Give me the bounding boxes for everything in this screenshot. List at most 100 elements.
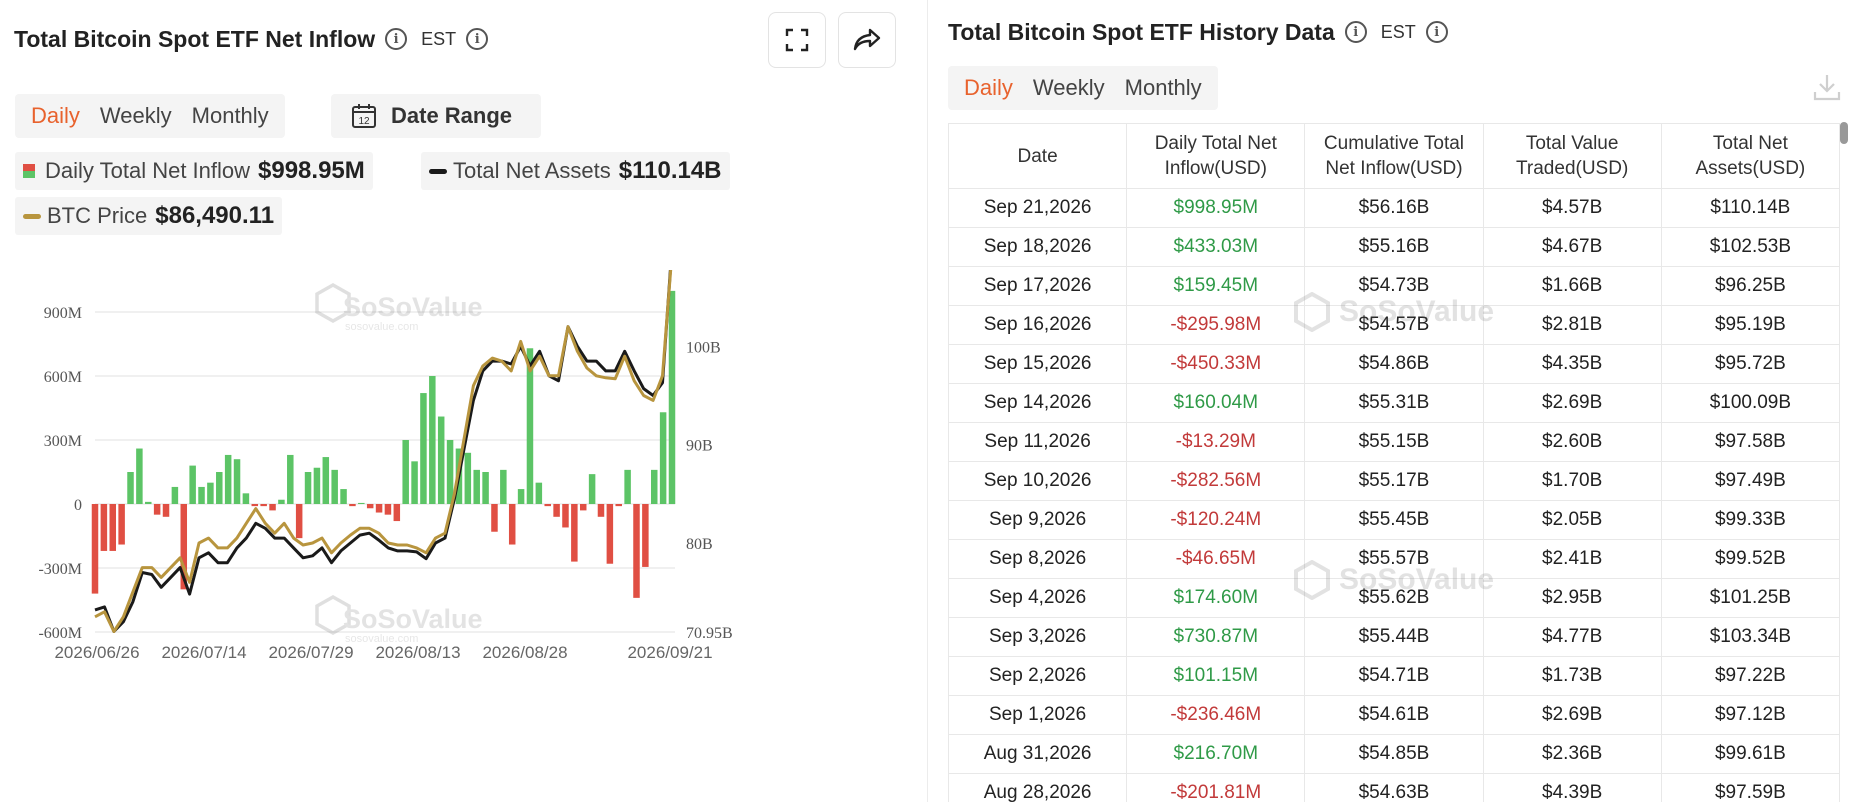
table-row[interactable]: Sep 11,2026 -$13.29M $55.15B $2.60B $97.58B bbox=[947, 422, 1841, 462]
inflow-bar[interactable] bbox=[446, 440, 454, 504]
date-range-button[interactable]: 12 Date Range bbox=[331, 94, 541, 138]
table-row[interactable]: Sep 14,2026 $160.04M $55.31B $2.69B $100.09B bbox=[947, 383, 1841, 423]
inflow-bar[interactable] bbox=[162, 504, 170, 517]
inflow-bar[interactable] bbox=[615, 504, 622, 507]
timezone-info-icon[interactable]: i bbox=[466, 28, 489, 50]
inflow-bar[interactable] bbox=[145, 501, 152, 504]
inflow-bar[interactable] bbox=[198, 486, 205, 504]
history-info-icon[interactable]: i bbox=[1344, 21, 1367, 43]
inflow-bar[interactable] bbox=[366, 504, 374, 509]
inflow-bar[interactable] bbox=[233, 459, 241, 504]
table-row[interactable]: Sep 4,2026 $174.60M $55.62B $2.95B $101.25B bbox=[947, 578, 1841, 618]
inflow-bar[interactable] bbox=[393, 504, 401, 522]
table-scrollbar[interactable] bbox=[1840, 122, 1848, 144]
table-row[interactable]: Aug 31,2026 $216.70M $54.85B $2.36B $99.61B bbox=[947, 734, 1841, 774]
table-row[interactable]: Sep 15,2026 -$450.33M $54.86B $4.35B $95.72B bbox=[947, 344, 1841, 384]
inflow-bar[interactable] bbox=[216, 472, 223, 504]
table-row[interactable]: Sep 18,2026 $433.03M $55.16B $4.67B $102.53B bbox=[947, 227, 1841, 267]
col-cumulative-inflow[interactable]: Cumulative Total Net Inflow(USD) bbox=[1304, 123, 1484, 189]
inflow-bar[interactable] bbox=[402, 440, 409, 504]
inflow-bar[interactable] bbox=[562, 504, 569, 528]
inflow-bar[interactable] bbox=[579, 504, 587, 511]
inflow-bar[interactable] bbox=[295, 504, 303, 539]
inflow-bar[interactable] bbox=[464, 452, 472, 504]
tab-monthly[interactable]: Monthly bbox=[191, 103, 269, 128]
inflow-bar[interactable] bbox=[153, 504, 161, 515]
tab-weekly[interactable]: Weekly bbox=[99, 103, 172, 128]
history-tab-daily[interactable]: Daily bbox=[964, 75, 1013, 100]
inflow-bar[interactable] bbox=[207, 482, 214, 504]
history-tab-weekly[interactable]: Weekly bbox=[1032, 75, 1105, 100]
inflow-bar[interactable] bbox=[571, 504, 578, 562]
share-button[interactable] bbox=[838, 12, 896, 68]
table-row[interactable]: Sep 16,2026 -$295.98M $54.57B $2.81B $95.19B bbox=[947, 305, 1841, 345]
legend-inflow[interactable]: Daily Total Net Inflow $998.95M bbox=[15, 152, 373, 190]
inflow-bar[interactable] bbox=[642, 504, 649, 567]
inflow-bar[interactable] bbox=[535, 482, 543, 504]
inflow-bar[interactable] bbox=[358, 502, 365, 504]
inflow-bar[interactable] bbox=[482, 472, 489, 504]
inflow-bar[interactable] bbox=[313, 467, 321, 504]
inflow-bar[interactable] bbox=[109, 504, 117, 551]
table-row[interactable]: Sep 17,2026 $159.45M $54.73B $1.66B $96.25B bbox=[947, 266, 1841, 306]
inflow-bar[interactable] bbox=[127, 472, 134, 504]
inflow-bar[interactable] bbox=[429, 376, 436, 504]
table-row[interactable]: Sep 8,2026 -$46.65M $55.57B $2.41B $99.52B bbox=[947, 539, 1841, 579]
download-button[interactable] bbox=[1812, 72, 1842, 107]
col-net-assets[interactable]: Total Net Assets(USD) bbox=[1660, 123, 1841, 189]
table-row[interactable]: Sep 3,2026 $730.87M $55.44B $4.77B $103.34B bbox=[947, 617, 1841, 657]
legend-assets[interactable]: Total Net Assets $110.14B bbox=[421, 152, 730, 190]
inflow-bar[interactable] bbox=[136, 448, 143, 504]
inflow-bar[interactable] bbox=[597, 504, 605, 517]
inflow-bar[interactable] bbox=[349, 504, 356, 507]
table-row[interactable]: Aug 28,2026 -$201.81M $54.63B $4.39B $97.59B bbox=[947, 773, 1841, 802]
table-row[interactable]: Sep 2,2026 $101.15M $54.71B $1.73B $97.22B bbox=[947, 656, 1841, 696]
inflow-bar[interactable] bbox=[91, 504, 99, 594]
inflow-bar[interactable] bbox=[260, 504, 267, 507]
inflow-bar[interactable] bbox=[420, 393, 427, 504]
inflow-bar[interactable] bbox=[517, 489, 525, 504]
inflow-bar[interactable] bbox=[411, 461, 418, 504]
inflow-bar[interactable] bbox=[224, 454, 232, 504]
inflow-bar[interactable] bbox=[384, 504, 392, 515]
inflow-bar[interactable] bbox=[437, 416, 445, 504]
inflow-bar[interactable] bbox=[287, 454, 294, 504]
table-row[interactable]: Sep 10,2026 -$282.56M $55.17B $1.70B $97.49B bbox=[947, 461, 1841, 501]
inflow-bar[interactable] bbox=[269, 504, 276, 511]
table-row[interactable]: Sep 21,2026 $998.95M $56.16B $4.57B $110.14B bbox=[947, 188, 1841, 228]
inflow-bar[interactable] bbox=[624, 469, 631, 504]
inflow-bar[interactable] bbox=[340, 489, 347, 504]
inflow-bar[interactable] bbox=[500, 469, 507, 504]
inflow-bar[interactable] bbox=[659, 412, 667, 504]
history-timezone-info-icon[interactable]: i bbox=[1425, 21, 1448, 43]
inflow-bar[interactable] bbox=[491, 504, 498, 532]
inflow-bar[interactable] bbox=[588, 474, 596, 504]
history-tab-monthly[interactable]: Monthly bbox=[1124, 75, 1202, 100]
inflow-bar[interactable] bbox=[544, 504, 551, 507]
table-row[interactable]: Sep 1,2026 -$236.46M $54.61B $2.69B $97.12B bbox=[947, 695, 1841, 735]
fullscreen-button[interactable] bbox=[768, 12, 826, 68]
tab-daily[interactable]: Daily bbox=[31, 103, 80, 128]
col-daily-inflow[interactable]: Daily Total Net Inflow(USD) bbox=[1126, 123, 1306, 189]
table-row[interactable]: Sep 9,2026 -$120.24M $55.45B $2.05B $99.33B bbox=[947, 500, 1841, 540]
inflow-chart[interactable]: SoSoValuesosovalue.comSoSoValuesosovalue… bbox=[0, 270, 926, 790]
inflow-bar[interactable] bbox=[508, 504, 516, 545]
inflow-bar[interactable] bbox=[278, 499, 285, 504]
inflow-bar[interactable] bbox=[331, 469, 338, 504]
inflow-bar[interactable] bbox=[180, 504, 188, 590]
col-date[interactable]: Date bbox=[947, 123, 1128, 189]
inflow-bar[interactable] bbox=[251, 504, 259, 507]
inflow-bar[interactable] bbox=[526, 348, 534, 504]
inflow-bar[interactable] bbox=[650, 469, 658, 504]
btc-price-line[interactable] bbox=[94, 270, 673, 633]
legend-price[interactable]: BTC Price $86,490.11 bbox=[15, 197, 283, 235]
inflow-bar[interactable] bbox=[553, 504, 560, 517]
inflow-bar[interactable] bbox=[375, 504, 383, 513]
inflow-bar[interactable] bbox=[322, 457, 330, 504]
inflow-bar[interactable] bbox=[189, 465, 196, 504]
inflow-bar[interactable] bbox=[633, 504, 640, 598]
inflow-bar[interactable] bbox=[606, 504, 614, 564]
inflow-bar[interactable] bbox=[242, 493, 250, 504]
info-icon[interactable]: i bbox=[385, 28, 408, 50]
inflow-bar[interactable] bbox=[100, 504, 108, 551]
